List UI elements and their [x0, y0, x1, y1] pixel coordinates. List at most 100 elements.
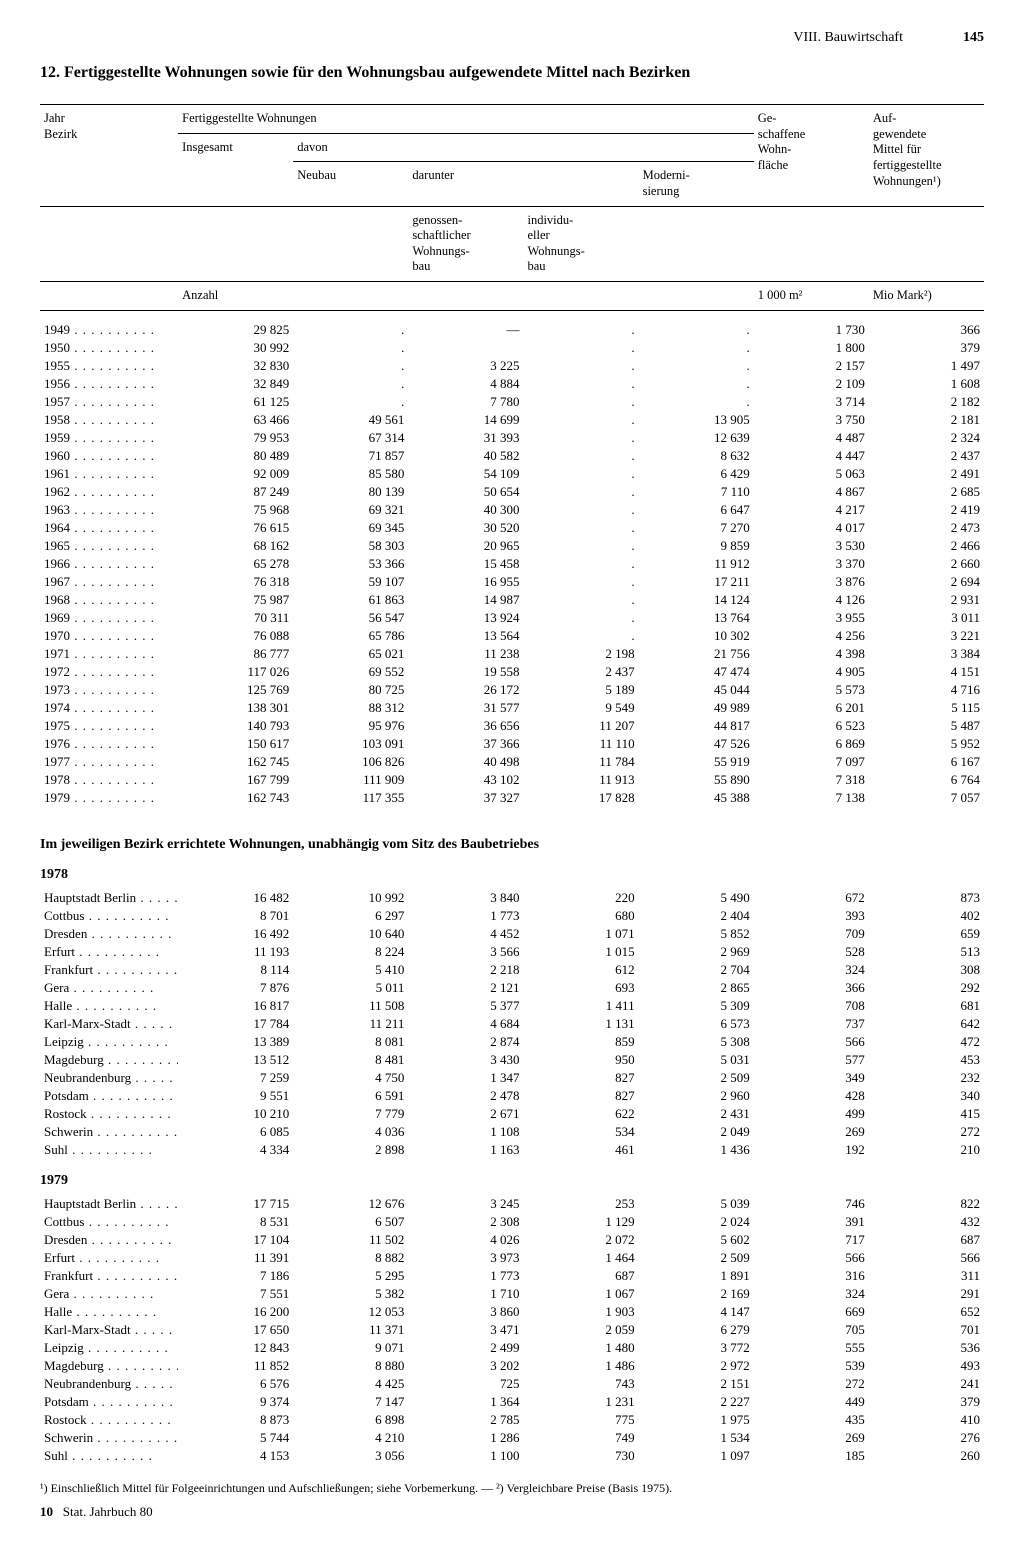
- row-label: Suhl: [40, 1141, 178, 1159]
- cell: 2 182: [869, 393, 984, 411]
- year-1978-label: 1978: [40, 867, 984, 883]
- cell: 10 640: [293, 925, 408, 943]
- cell: 1 891: [639, 1267, 754, 1285]
- cell: 16 817: [178, 997, 293, 1015]
- cell: 5 382: [293, 1285, 408, 1303]
- cell: 2 072: [523, 1231, 638, 1249]
- cell: 87 249: [178, 483, 293, 501]
- cell: 652: [869, 1303, 984, 1321]
- col-insgesamt: Insgesamt: [178, 133, 293, 206]
- cell: 391: [754, 1213, 869, 1231]
- cell: 4 153: [178, 1447, 293, 1465]
- table-row: 196375 96869 32140 300.6 6474 2172 419: [40, 501, 984, 519]
- cell: 117 026: [178, 663, 293, 681]
- row-label: Hauptstadt Berlin: [40, 1195, 178, 1213]
- table-row: 1975140 79395 97636 65611 20744 8176 523…: [40, 717, 984, 735]
- cell: 534: [523, 1123, 638, 1141]
- section-label: VIII. Bauwirtschaft: [793, 30, 903, 46]
- table-row: Dresden16 49210 6404 4521 0715 852709659: [40, 925, 984, 943]
- table-row: Hauptstadt Berlin17 71512 6763 2452535 0…: [40, 1195, 984, 1213]
- cell: 80 489: [178, 447, 293, 465]
- table-row: Halle16 20012 0533 8601 9034 147669652: [40, 1303, 984, 1321]
- row-label: Rostock: [40, 1105, 178, 1123]
- cell: 5 744: [178, 1429, 293, 1447]
- cell: 701: [869, 1321, 984, 1339]
- cell: 555: [754, 1339, 869, 1357]
- cell: .: [523, 339, 638, 357]
- cell: 859: [523, 1033, 638, 1051]
- cell: 622: [523, 1105, 638, 1123]
- cell: 2 157: [754, 357, 869, 375]
- row-label: 1965: [40, 537, 178, 555]
- cell: 5 189: [523, 681, 638, 699]
- cell: .: [639, 393, 754, 411]
- cell: 2 308: [408, 1213, 523, 1231]
- cell: 566: [869, 1249, 984, 1267]
- cell: 14 124: [639, 591, 754, 609]
- cell: 61 125: [178, 393, 293, 411]
- cell: 1 497: [869, 357, 984, 375]
- cell: 7 318: [754, 771, 869, 789]
- cell: 3 011: [869, 609, 984, 627]
- cell: 950: [523, 1051, 638, 1069]
- subtitle: Im jeweiligen Bezirk errichtete Wohnunge…: [40, 837, 984, 853]
- cell: 291: [869, 1285, 984, 1303]
- cell: 6 764: [869, 771, 984, 789]
- table-row: Magdeburg13 5128 4813 4309505 031577453: [40, 1051, 984, 1069]
- cell: 3 056: [293, 1447, 408, 1465]
- cell: 1 486: [523, 1357, 638, 1375]
- cell: 2 785: [408, 1411, 523, 1429]
- bezirk-1978-table: Hauptstadt Berlin16 48210 9923 8402205 4…: [40, 889, 984, 1159]
- table-row: 195979 95367 31431 393.12 6394 4872 324: [40, 429, 984, 447]
- cell: 69 321: [293, 501, 408, 519]
- row-label: Schwerin: [40, 1123, 178, 1141]
- cell: 17 650: [178, 1321, 293, 1339]
- cell: 2 969: [639, 943, 754, 961]
- cell: .: [523, 483, 638, 501]
- cell: 717: [754, 1231, 869, 1249]
- row-label: 1955: [40, 357, 178, 375]
- cell: 6 898: [293, 1411, 408, 1429]
- cell: 566: [754, 1033, 869, 1051]
- cell: 428: [754, 1087, 869, 1105]
- cell: 30 520: [408, 519, 523, 537]
- table-row: Schwerin6 0854 0361 1085342 049269272: [40, 1123, 984, 1141]
- footer: 10 Stat. Jahrbuch 80: [40, 1504, 984, 1520]
- cell: 687: [869, 1231, 984, 1249]
- cell: 3 973: [408, 1249, 523, 1267]
- cell: 2 198: [523, 645, 638, 663]
- cell: 6 085: [178, 1123, 293, 1141]
- cell: 59 107: [293, 573, 408, 591]
- row-label: 1973: [40, 681, 178, 699]
- cell: 749: [523, 1429, 638, 1447]
- cell: 1 163: [408, 1141, 523, 1159]
- row-label: Cottbus: [40, 1213, 178, 1231]
- row-label: Dresden: [40, 925, 178, 943]
- cell: 2 121: [408, 979, 523, 997]
- cell: 2 865: [639, 979, 754, 997]
- row-label: 1962: [40, 483, 178, 501]
- cell: 6 297: [293, 907, 408, 925]
- cell: .: [293, 321, 408, 339]
- cell: 12 676: [293, 1195, 408, 1213]
- cell: 687: [523, 1267, 638, 1285]
- cell: —: [408, 321, 523, 339]
- cell: 8 880: [293, 1357, 408, 1375]
- cell: .: [523, 591, 638, 609]
- row-label: 1960: [40, 447, 178, 465]
- row-label: Potsdam: [40, 1087, 178, 1105]
- bezirk-1978-body: Hauptstadt Berlin16 48210 9923 8402205 4…: [40, 889, 984, 1159]
- cell: 1 480: [523, 1339, 638, 1357]
- cell: 435: [754, 1411, 869, 1429]
- cell: 11 193: [178, 943, 293, 961]
- cell: 5 490: [639, 889, 754, 907]
- cell: 536: [869, 1339, 984, 1357]
- cell: 1 800: [754, 339, 869, 357]
- cell: 79 953: [178, 429, 293, 447]
- cell: 5 487: [869, 717, 984, 735]
- cell: 253: [523, 1195, 638, 1213]
- table-row: Potsdam9 5516 5912 4788272 960428340: [40, 1087, 984, 1105]
- cell: 4 210: [293, 1429, 408, 1447]
- cell: 17 211: [639, 573, 754, 591]
- cell: 730: [523, 1447, 638, 1465]
